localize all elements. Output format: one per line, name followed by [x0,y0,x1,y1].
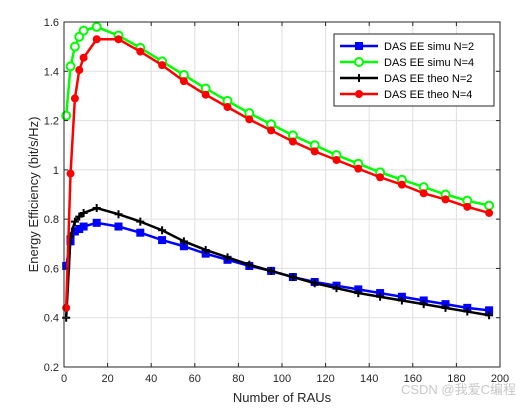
data-point-das-ee-theo-n-4 [485,208,494,217]
data-point-das-ee-theo-n-2 [463,307,472,316]
x-tick-label: 200 [491,373,509,385]
data-point-das-ee-theo-n-4 [376,173,385,182]
data-point-das-ee-theo-n-4 [70,94,79,103]
data-point-das-ee-theo-n-2 [114,210,123,219]
legend-item-das-ee-simu-n-2: DAS EE simu N=2 [340,41,474,53]
data-point-das-ee-theo-n-4 [288,137,297,146]
series-das-ee-theo-n-4 [62,35,494,312]
series-das-ee-simu-n-4 [61,21,495,211]
data-point-das-ee-theo-n-2 [441,303,450,312]
x-tick-label: 100 [273,373,291,385]
data-point-das-ee-theo-n-2 [397,296,406,305]
data-point-das-ee-theo-n-4 [75,66,84,75]
data-point-das-ee-theo-n-4 [419,189,428,198]
y-tick-label: 0.4 [44,313,59,325]
data-point-das-ee-theo-n-4 [332,156,341,164]
x-tick-label: 60 [189,373,201,385]
data-point-das-ee-simu-n-2 [114,222,123,231]
y-tick-label: 0.6 [44,263,59,275]
data-point-das-ee-theo-n-4 [92,35,101,44]
legend-label: DAS EE theo N=4 [384,89,472,101]
y-tick-label: 1.2 [44,116,59,128]
data-point-das-ee-theo-n-2 [354,289,363,298]
data-point-das-ee-theo-n-2 [158,226,167,235]
legend-item-das-ee-simu-n-4: DAS EE simu N=4 [340,57,474,69]
data-point-das-ee-simu-n-4 [484,200,495,211]
series-layer [61,21,495,322]
data-point-das-ee-theo-n-4 [79,53,88,62]
y-axis-label: Energy Efficiency (bit/s/Hz) [26,117,41,273]
data-point-das-ee-theo-n-4 [354,164,363,173]
data-point-das-ee-simu-n-4 [65,61,76,72]
data-point-das-ee-simu-n-2 [158,236,167,245]
data-point-das-ee-theo-n-4 [201,90,210,99]
data-point-das-ee-theo-n-2 [288,273,297,282]
legend-swatch-marker [355,90,363,98]
legend-label: DAS EE simu N=2 [384,41,474,53]
data-point-das-ee-theo-n-4 [114,35,123,44]
data-point-das-ee-theo-n-4 [267,126,276,135]
legend-item-das-ee-theo-n-2: DAS EE theo N=2 [340,73,472,85]
data-point-das-ee-theo-n-4 [136,47,145,56]
y-tick-label: 0.8 [44,214,59,226]
data-point-das-ee-theo-n-2 [310,279,319,288]
data-point-das-ee-theo-n-2 [79,208,88,217]
x-tick-label: 20 [101,373,113,385]
x-tick-label: 0 [61,373,67,385]
data-point-das-ee-theo-n-4 [441,195,450,204]
data-point-das-ee-theo-n-2 [223,253,232,262]
x-tick-label: 40 [145,373,157,385]
legend-swatch-marker [355,74,363,82]
legend-item-das-ee-theo-n-4: DAS EE theo N=4 [340,89,472,101]
data-point-das-ee-theo-n-2 [75,212,84,221]
data-point-das-ee-theo-n-2 [179,237,188,246]
legend: DAS EE simu N=2 DAS EE simu N=4 DAS EE the… [333,33,495,107]
legend-label: DAS EE simu N=4 [384,57,474,69]
data-point-das-ee-theo-n-4 [158,61,167,70]
data-point-das-ee-simu-n-2 [79,222,88,231]
data-point-das-ee-theo-n-2 [245,260,254,269]
data-point-das-ee-theo-n-2 [376,292,385,301]
y-tick-label: 1.6 [44,17,59,29]
data-point-das-ee-simu-n-2 [92,218,101,227]
legend-label: DAS EE theo N=2 [384,73,472,85]
y-tick-label: 1.4 [44,66,59,78]
data-point-das-ee-simu-n-4 [61,110,72,121]
x-axis-label: Number of RAUs [233,390,332,405]
data-point-das-ee-theo-n-2 [70,217,79,226]
y-tick-label: 1 [53,165,59,177]
x-tick-label: 140 [360,373,378,385]
data-point-das-ee-simu-n-4 [69,41,80,52]
data-point-das-ee-simu-n-4 [91,21,102,32]
data-point-das-ee-theo-n-2 [419,300,428,309]
data-point-das-ee-theo-n-4 [245,115,254,124]
legend-swatch-marker [355,42,363,50]
data-point-das-ee-theo-n-2 [332,284,341,293]
data-point-das-ee-theo-n-4 [310,147,319,156]
data-point-das-ee-theo-n-4 [66,169,75,178]
data-point-das-ee-theo-n-2 [136,217,145,226]
legend-swatch-marker [354,57,364,67]
data-point-das-ee-simu-n-4 [78,25,89,36]
data-point-das-ee-theo-n-2 [485,311,494,320]
watermark: CSDN @我爱C编程 [401,382,516,397]
data-point-das-ee-theo-n-4 [223,103,232,112]
x-tick-label: 160 [404,373,422,385]
ticks: 0 20 40 60 80 100 120 140 160 180 200 0.2 0.4 0.6 0.8 1… [44,17,509,385]
data-point-das-ee-theo-n-2 [92,204,101,213]
series-das-ee-theo-n-2 [62,204,494,322]
data-point-das-ee-simu-n-2 [136,228,145,237]
x-tick-label: 180 [447,373,465,385]
data-point-das-ee-theo-n-2 [267,266,276,275]
data-point-das-ee-theo-n-4 [179,77,188,86]
x-tick-label: 120 [316,373,334,385]
data-point-das-ee-theo-n-4 [397,180,406,189]
x-tick-label: 80 [232,373,244,385]
data-point-das-ee-theo-n-4 [463,202,472,211]
data-point-das-ee-theo-n-2 [201,245,210,254]
y-tick-label: 0.2 [44,362,59,374]
